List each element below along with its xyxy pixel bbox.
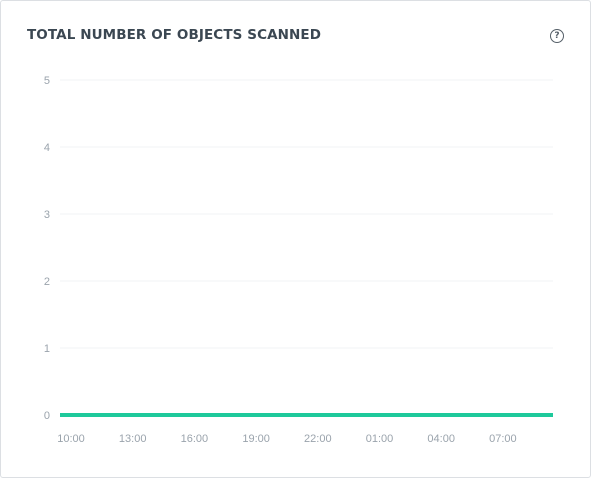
chart-title: TOTAL NUMBER OF OBJECTS SCANNED — [27, 27, 322, 43]
y-tick-label: 5 — [44, 75, 50, 87]
y-tick-label: 1 — [44, 343, 50, 355]
x-tick-label: 07:00 — [489, 433, 517, 445]
x-tick-label: 16:00 — [181, 433, 209, 445]
y-tick-label: 2 — [44, 276, 50, 288]
y-tick-label: 4 — [44, 142, 50, 154]
x-tick-label: 01:00 — [366, 433, 394, 445]
x-tick-label: 04:00 — [427, 433, 455, 445]
x-tick-label: 10:00 — [57, 433, 85, 445]
y-tick-label: 3 — [44, 209, 50, 221]
x-tick-label: 22:00 — [304, 433, 332, 445]
y-tick-label: 0 — [44, 410, 50, 422]
question-circle-icon[interactable]: ? — [550, 29, 564, 43]
x-tick-label: 13:00 — [119, 433, 147, 445]
x-tick-label: 19:00 — [242, 433, 270, 445]
help-glyph: ? — [554, 30, 560, 41]
